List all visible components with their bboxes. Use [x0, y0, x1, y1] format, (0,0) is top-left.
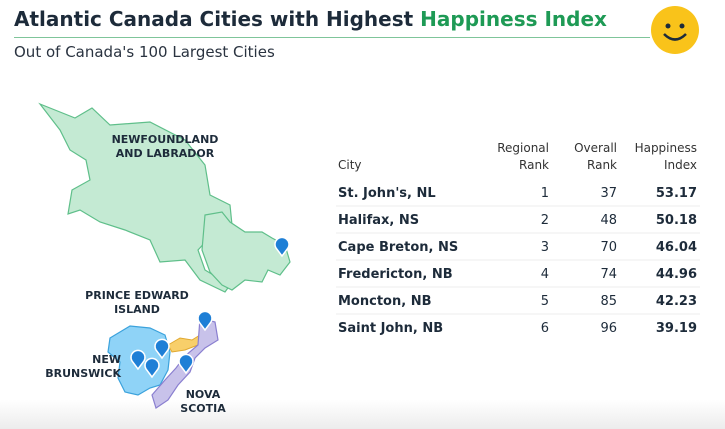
map-label: PRINCE EDWARD [85, 289, 189, 302]
map-label: BRUNSWICK [45, 367, 121, 380]
title: Atlantic Canada Cities with Highest Happ… [14, 7, 607, 31]
cell-number: 6 [541, 321, 549, 336]
cell-number: 96 [600, 321, 617, 336]
smiley [651, 6, 699, 54]
map [38, 102, 291, 409]
city-name: Cape Breton, NS [338, 240, 458, 255]
cell-number: 70 [600, 240, 617, 255]
subtitle: Out of Canada's 100 Largest Cities [14, 43, 275, 61]
cell-number: 50.18 [656, 213, 697, 228]
city-name: Fredericton, NB [338, 267, 453, 282]
city-name: St. John's, NL [338, 186, 436, 201]
column-header: City [338, 158, 362, 172]
title-rule [14, 37, 650, 38]
map-label: NEW [92, 353, 121, 366]
labrador [38, 102, 233, 293]
cell-number: 1 [541, 186, 549, 201]
column-header: Regional [497, 141, 549, 155]
map-label: SCOTIA [180, 402, 226, 415]
cell-number: 2 [541, 213, 549, 228]
cell-number: 44.96 [656, 267, 697, 282]
title-text: Atlantic Canada Cities with Highest [14, 7, 421, 31]
cell-number: 39.19 [656, 321, 697, 336]
table: City Regional Rank Overall Rank Happiness Inde… [336, 141, 700, 336]
city-name: Moncton, NB [338, 294, 431, 309]
column-header: Index [664, 158, 697, 172]
cell-number: 5 [541, 294, 549, 309]
map-label: NEWFOUNDLAND [112, 133, 219, 146]
cell-number: 37 [600, 186, 617, 201]
cell-number: 74 [600, 267, 617, 282]
city-name: Saint John, NB [338, 321, 443, 336]
cell-number: 46.04 [656, 240, 697, 255]
column-header: Happiness [635, 141, 697, 155]
city-name: Halifax, NS [338, 213, 419, 228]
cell-number: 42.23 [656, 294, 697, 309]
cell-number: 4 [541, 267, 549, 282]
cell-number: 48 [600, 213, 617, 228]
map-label: NOVA [186, 388, 221, 401]
title-highlight: Happiness Index [420, 7, 607, 31]
cell-number: 3 [541, 240, 549, 255]
pins [130, 236, 290, 379]
column-header: Rank [587, 158, 617, 172]
cell-number: 85 [600, 294, 617, 309]
newfoundland-island [201, 211, 291, 291]
cell-number: 53.17 [656, 186, 697, 201]
column-header: Rank [519, 158, 549, 172]
column-header: Overall [574, 141, 617, 155]
map-label: AND LABRADOR [116, 147, 215, 160]
map-label: ISLAND [114, 303, 160, 316]
